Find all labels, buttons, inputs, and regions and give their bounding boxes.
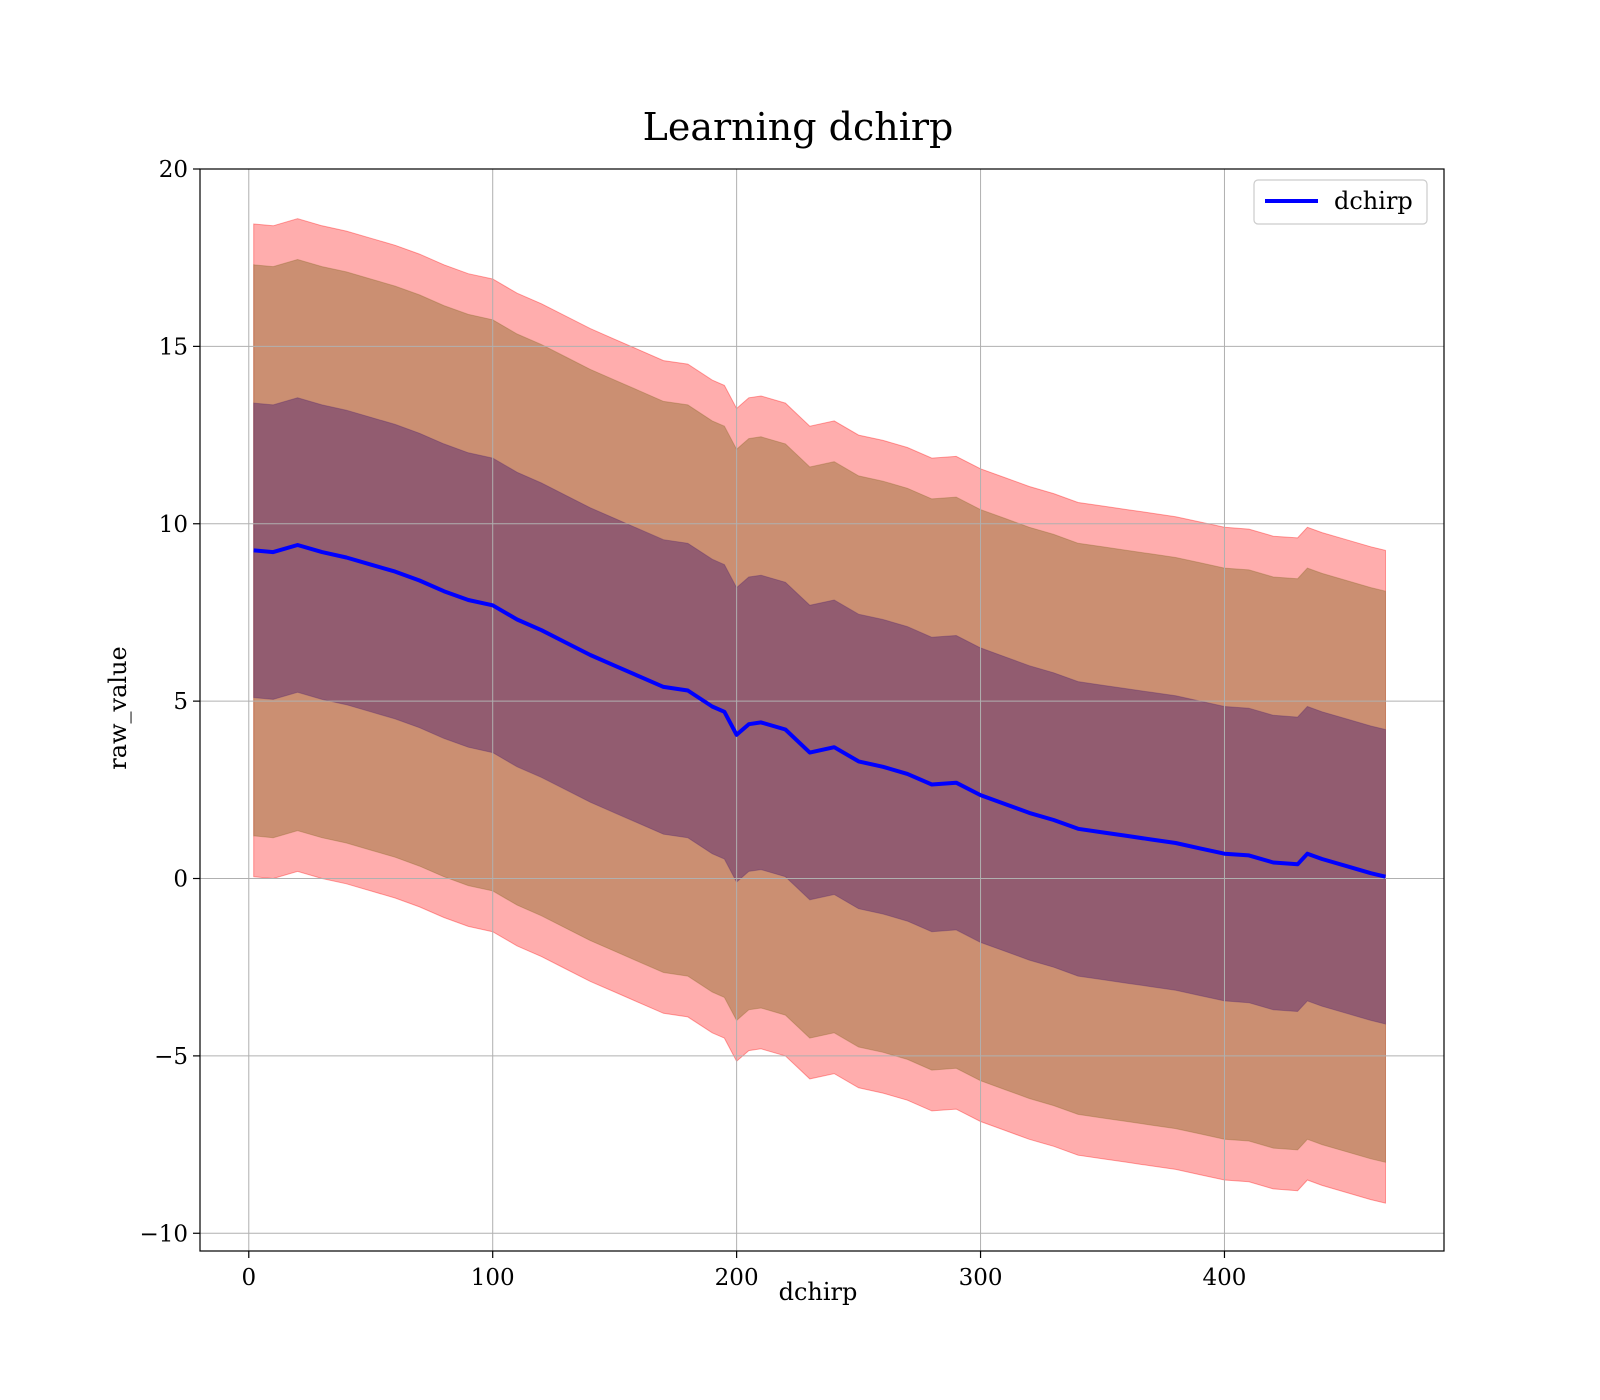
y-tick-label: 15 [159, 334, 188, 360]
x-tick-label: 300 [959, 1265, 1003, 1291]
y-axis-label: raw_value [104, 646, 132, 770]
y-axis-ticks: −10 −5 0 5 10 15 20 [139, 157, 200, 1247]
legend-label-dchirp: dchirp [1334, 187, 1413, 215]
y-tick-label: 5 [173, 689, 188, 715]
series-line-dchirp [253, 543, 1386, 879]
x-tick-label: 0 [241, 1265, 256, 1291]
band-3 [253, 397, 1386, 1025]
x-tick-label: 400 [1203, 1265, 1247, 1291]
x-axis-ticks: 0 100 200 300 400 [241, 1251, 1246, 1291]
plot-frame [199, 168, 1445, 1252]
y-tick-label: 20 [159, 157, 188, 183]
chart-title: Learning dchirp [643, 105, 954, 149]
x-tick-label: 200 [715, 1265, 759, 1291]
legend-box [1253, 179, 1428, 225]
series-lines [253, 543, 1386, 879]
x-axis-label: dchirp [779, 1278, 858, 1306]
y-tick-label: −5 [154, 1044, 188, 1070]
y-tick-label: 0 [173, 867, 188, 893]
plot-area [199, 168, 1445, 1252]
y-tick-label: 10 [159, 512, 188, 538]
x-tick-label: 100 [471, 1265, 515, 1291]
legend: dchirp [1253, 179, 1428, 225]
y-tick-label: −10 [139, 1221, 188, 1247]
confidence-bands [253, 218, 1386, 1204]
